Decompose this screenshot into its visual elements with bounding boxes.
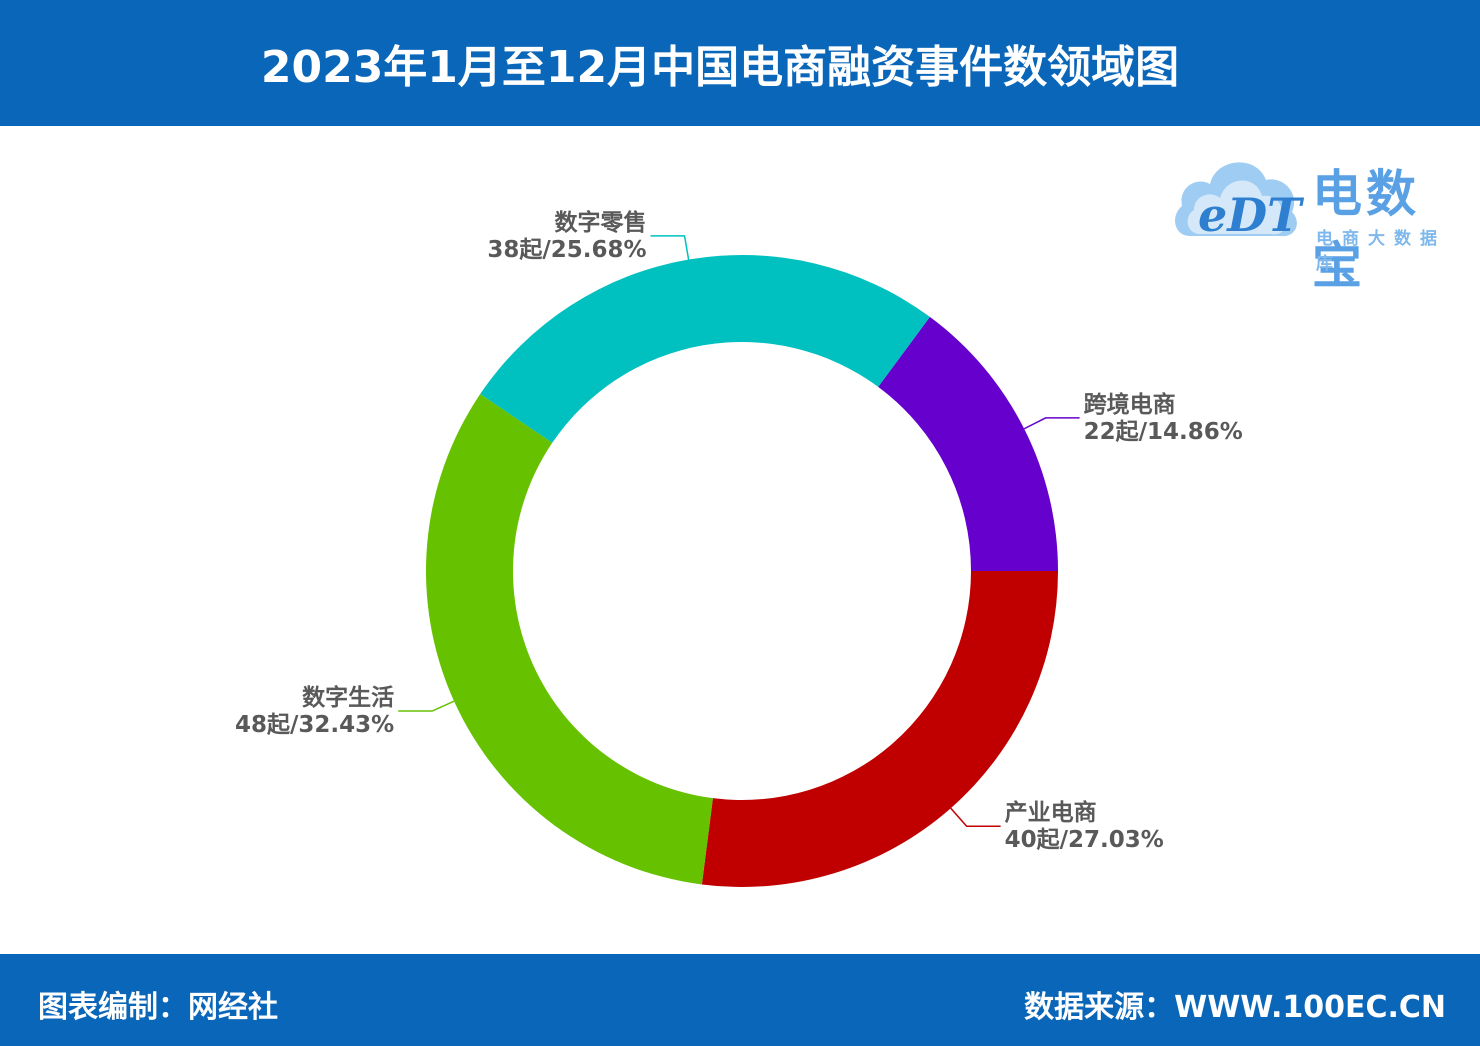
leader-line [650,235,690,260]
label-category: 跨境电商 [1084,391,1176,418]
slice-digital-retail [480,255,930,443]
label-value: 38起/25.68% [487,237,646,263]
leader-line [950,807,1001,827]
label-value: 22起/14.86% [1084,419,1243,445]
leader-line [1023,417,1080,430]
cloud-logo-icon [1175,162,1297,237]
label-value: 40起/27.03% [1005,827,1164,853]
page-title: 2023年1月至12月中国电商融资事件数领域图 [260,42,1180,93]
footer-bar: 图表编制：网经社 数据来源：WWW.100EC.CN [0,954,1480,1046]
header-bar: 2023年1月至12月中国电商融资事件数领域图 [0,0,1480,126]
label-category: 数字零售 [555,209,647,236]
footer-source: 数据来源：WWW.100EC.CN [1024,990,1446,1025]
slice-cross-border [878,316,1058,571]
brand-logo: eDT 电数宝 电商大数据库 [1168,136,1468,295]
logo-mark: eDT [1198,188,1302,242]
leader-line [398,700,455,712]
label-value: 48起/32.43% [235,712,394,738]
label-category: 产业电商 [1005,799,1097,826]
logo-name: 电数宝 [1312,165,1420,295]
logo-subtitle: 电商大数据库 [1316,229,1446,274]
slice-industrial [701,571,1058,887]
slice-digital-life [426,394,713,885]
footer-credit: 图表编制：网经社 [38,990,278,1025]
label-category: 数字生活 [302,684,394,711]
